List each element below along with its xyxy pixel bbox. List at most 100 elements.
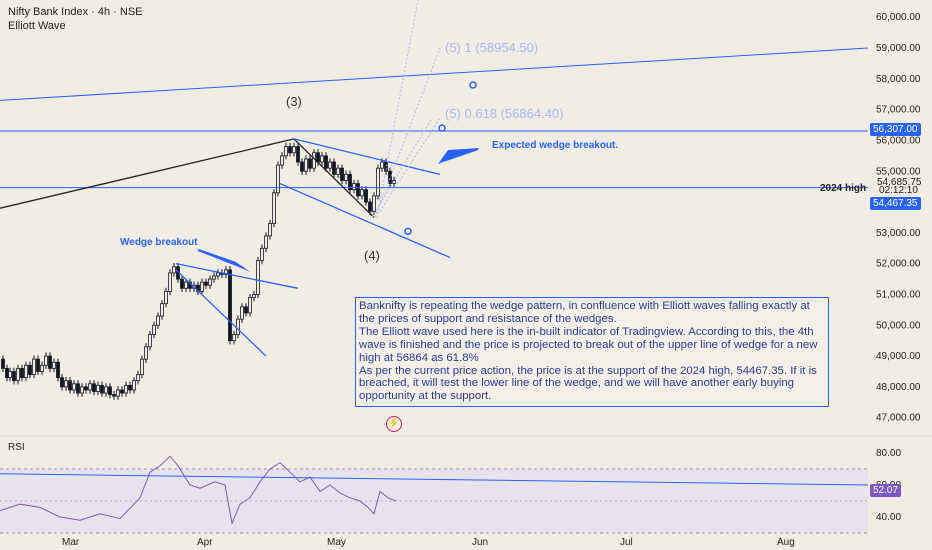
- y-tick-label: 48,000.00: [876, 382, 921, 393]
- candle-body: [88, 383, 92, 391]
- candle-body: [60, 377, 64, 388]
- candle-body: [324, 155, 328, 169]
- x-axis: Mar Apr May Jun Jul Aug: [62, 537, 795, 548]
- y-tick-label: 50,000.00: [876, 320, 921, 331]
- candle-body: [308, 158, 312, 169]
- wedge-arrow-shaft: [197, 249, 245, 269]
- wedge-lower: [279, 182, 451, 259]
- candle-body: [240, 306, 244, 320]
- y-tick-label: 51,000.00: [876, 289, 921, 300]
- candle-body: [112, 394, 116, 397]
- candle-body: [96, 384, 100, 392]
- wave-line-1: [0, 138, 295, 209]
- y-tick-label: 53,000.00: [876, 228, 921, 239]
- candle-body: [104, 386, 108, 394]
- candle-body: [120, 389, 124, 394]
- candle-body: [140, 358, 144, 375]
- note-line-2: The Elliott wave used here is the in-bui…: [359, 325, 818, 364]
- candle-body: [64, 380, 68, 388]
- candle-body: [100, 384, 104, 394]
- candle-body: [224, 269, 228, 275]
- candle-body: [304, 158, 308, 172]
- candle-body: [56, 361, 60, 379]
- y-axis: 60,000.00 59,000.00 58,000.00 57,000.00 56,0…: [876, 12, 921, 423]
- candle-body: [24, 364, 28, 379]
- wave-line-2: [293, 138, 375, 218]
- candle-body: [92, 383, 96, 392]
- candle-body: [356, 183, 360, 197]
- candle-body: [364, 189, 368, 203]
- rsi-tick-label: 80.00: [876, 448, 901, 459]
- wedge-upper: [293, 138, 441, 175]
- candle-body: [200, 281, 204, 292]
- rsi-tick-label: 40.00: [876, 512, 901, 523]
- candle-body: [380, 161, 384, 169]
- candle-body: [5, 367, 9, 379]
- y-tick-label: 57,000.00: [876, 105, 921, 116]
- x-tick-label: Jun: [472, 537, 488, 548]
- candle-body: [168, 272, 172, 292]
- candle-body: [124, 384, 128, 394]
- candle-body: [272, 192, 276, 225]
- lightning-icon[interactable]: ⚡: [386, 416, 402, 432]
- candle-body: [172, 266, 176, 274]
- high-2024-label: 2024 high: [820, 183, 866, 194]
- candle-body: [108, 386, 112, 395]
- wedge-breakout-label: Wedge breakout: [120, 237, 198, 248]
- projection-line: [371, 117, 433, 218]
- candle-body: [12, 371, 16, 382]
- projection-line: [376, 0, 419, 218]
- candle-body: [116, 389, 120, 397]
- candle-body: [68, 380, 72, 391]
- candle-body: [332, 161, 336, 175]
- note-line-1: Banknifty is repeating the wedge pattern…: [359, 300, 810, 325]
- candle-body: [292, 146, 296, 154]
- rsi-line: [0, 455, 397, 526]
- candle-body: [72, 383, 76, 391]
- candle-body: [368, 201, 372, 212]
- x-tick-label: Jul: [620, 537, 633, 548]
- candle-body: [8, 371, 12, 379]
- candle-body: [36, 358, 40, 372]
- candle-body: [348, 173, 352, 191]
- candle-body: [256, 260, 260, 295]
- candle-body: [296, 146, 300, 163]
- candle-body: [160, 303, 164, 317]
- candle-body: [360, 189, 364, 197]
- wave-3-label: (3): [286, 94, 302, 109]
- candle-body: [340, 167, 344, 181]
- candle-body: [148, 334, 152, 348]
- overlay-lines: [0, 0, 869, 357]
- candle-body: [52, 361, 56, 369]
- candle-body: [336, 167, 340, 175]
- candle-body: [384, 161, 388, 172]
- indicator-name: Elliott Wave: [8, 20, 66, 32]
- candle-body: [288, 146, 292, 154]
- candle-body: [328, 161, 332, 169]
- support-price-tag: 54,467.35: [870, 197, 921, 210]
- small-wedge-upper: [175, 263, 299, 289]
- last-price-tag: 54,685.75: [877, 177, 922, 188]
- candle-body: [136, 374, 140, 382]
- trend-anchor: [469, 81, 477, 89]
- candle-body: [132, 380, 136, 391]
- candle-body: [152, 324, 156, 335]
- candle-body: [248, 297, 252, 314]
- candle-body: [84, 386, 88, 391]
- candle-body: [80, 386, 84, 394]
- candle-body: [216, 272, 220, 277]
- candle-body: [236, 318, 240, 335]
- rsi-trend-line: [0, 473, 869, 486]
- candle-body: [28, 364, 32, 375]
- candle-body: [164, 290, 168, 305]
- x-tick-label: Mar: [62, 537, 80, 548]
- candle-body: [376, 167, 380, 197]
- x-tick-label: May: [327, 537, 346, 548]
- candle-body: [20, 367, 24, 379]
- candle-body: [252, 294, 256, 298]
- x-tick-label: Aug: [777, 537, 795, 548]
- y-tick-label: 55,000.00: [876, 166, 921, 177]
- candle-body: [204, 281, 208, 286]
